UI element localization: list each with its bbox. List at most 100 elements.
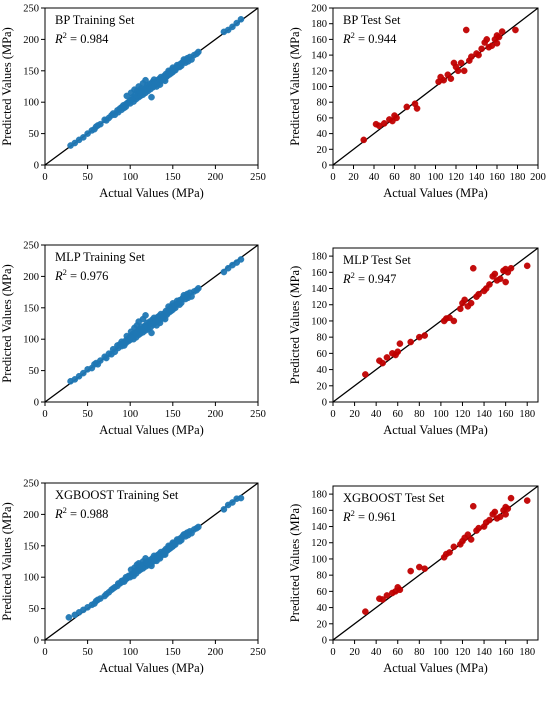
x-tick-label: 140	[469, 172, 485, 183]
data-point	[403, 103, 411, 111]
chart-panel-5: 0 50 100 150 200 250 0 50 100 150 200 250 Actual Val…	[0, 479, 266, 676]
data-point	[229, 23, 236, 31]
data-point	[413, 105, 421, 112]
r-squared-label: R2 = 0.988	[54, 505, 108, 521]
y-tick-label: 160	[311, 268, 327, 279]
y-tick-label: 60	[317, 587, 328, 598]
x-tick-label: 100	[433, 409, 449, 420]
x-tick-label: 50	[82, 409, 93, 420]
chart-panel-2: 0 20 40 60 80 100 120 140 160 180 200 0 20 40 60 80 100 1…	[288, 4, 546, 201]
x-tick-label: 200	[208, 172, 224, 183]
data-point	[512, 26, 519, 34]
y-tick-label: 80	[317, 98, 328, 109]
plot-frame	[332, 247, 539, 403]
x-tick-label: 50	[82, 647, 93, 658]
x-tick-label: 180	[510, 172, 526, 183]
x-tick-label: 0	[42, 172, 47, 183]
data-point	[97, 120, 104, 128]
chart-panel-3: 0 50 100 150 200 250 0 50 100 150 200 250 Actual Val…	[0, 241, 266, 438]
data-point	[467, 536, 475, 543]
data-point	[498, 28, 506, 35]
data-point	[407, 567, 414, 575]
data-point	[491, 508, 499, 516]
chart-panel-6: 0 20 40 60 80 100 120 140 160 180 0 20 40 60 80 100 120 1…	[288, 485, 539, 675]
x-tick-label: 60	[392, 409, 403, 420]
x-tick-label: 150	[165, 647, 181, 658]
plot-frame	[44, 482, 259, 641]
data-point	[469, 264, 477, 272]
x-tick-label: 200	[208, 409, 224, 420]
x-tick-label: 0	[42, 647, 47, 658]
x-tick-label: 40	[369, 172, 380, 183]
y-axis-label: Predicted Values (MPa)	[0, 264, 14, 383]
data-point	[360, 136, 368, 144]
x-tick-label: 20	[349, 409, 360, 420]
panel-title: XGBOOST Training Set	[55, 488, 179, 502]
x-tick-label: 100	[433, 647, 449, 658]
y-tick-label: 100	[23, 573, 39, 584]
y-tick-label: 0	[322, 161, 327, 172]
data-point	[195, 523, 202, 531]
x-tick-label: 20	[349, 647, 360, 658]
y-tick-label: 120	[311, 538, 327, 549]
chart-panel-4: 0 20 40 60 80 100 120 140 160 180 0 20 40 60 80 100 120 1…	[288, 247, 539, 437]
y-tick-label: 150	[23, 66, 39, 77]
y-tick-label: 20	[317, 381, 328, 392]
data-point	[468, 53, 475, 60]
data-point	[362, 371, 369, 378]
y-tick-label: 0	[322, 636, 327, 647]
x-tick-label: 120	[455, 409, 471, 420]
data-point	[475, 290, 482, 298]
data-point	[462, 26, 470, 34]
data-point	[457, 59, 465, 67]
y-tick-label: 50	[29, 366, 40, 377]
data-point	[496, 275, 504, 283]
data-point	[396, 340, 404, 347]
data-point	[383, 592, 391, 599]
x-tick-label: 40	[371, 409, 382, 420]
y-tick-label: 200	[23, 510, 39, 521]
y-axis-label: Predicted Values (MPa)	[288, 504, 302, 623]
r-squared-label: R2 = 0.961	[342, 508, 396, 524]
y-tick-label: 0	[34, 398, 39, 409]
x-tick-label: 0	[330, 409, 335, 420]
x-tick-label: 120	[448, 172, 464, 183]
y-tick-label: 20	[317, 145, 328, 156]
data-point	[237, 494, 245, 502]
data-point	[220, 506, 228, 513]
data-point	[469, 502, 477, 510]
data-point	[447, 75, 455, 82]
x-axis-label: Actual Values (MPa)	[383, 186, 488, 200]
data-point	[148, 93, 155, 101]
panel-title: MLP Training Set	[55, 250, 145, 264]
data-point	[467, 299, 475, 307]
data-point	[383, 354, 391, 361]
x-tick-label: 200	[530, 172, 546, 183]
x-tick-label: 100	[428, 172, 444, 183]
data-point	[450, 317, 458, 325]
x-axis-label: Actual Values (MPa)	[99, 423, 204, 437]
data-point	[379, 359, 386, 367]
data-point	[362, 608, 369, 615]
x-tick-label: 250	[250, 172, 266, 183]
x-tick-label: 60	[392, 647, 403, 658]
x-tick-label: 250	[250, 409, 266, 420]
panel-title: BP Test Set	[343, 13, 401, 27]
x-tick-label: 40	[371, 647, 382, 658]
y-tick-label: 40	[317, 129, 328, 140]
x-axis-label: Actual Values (MPa)	[99, 186, 204, 200]
y-tick-label: 20	[317, 619, 328, 630]
y-axis-label: Predicted Values (MPa)	[0, 502, 14, 621]
data-point	[478, 45, 485, 53]
data-point	[237, 16, 245, 23]
x-axis-label: Actual Values (MPa)	[383, 661, 488, 675]
x-axis-label: Actual Values (MPa)	[383, 423, 488, 437]
y-tick-label: 60	[317, 349, 328, 360]
r-squared-label: R2 = 0.944	[342, 30, 397, 46]
y-tick-label: 0	[34, 636, 39, 647]
y-tick-label: 200	[23, 35, 39, 46]
y-tick-label: 100	[311, 316, 327, 327]
data-point	[407, 338, 414, 346]
x-tick-label: 150	[165, 409, 181, 420]
